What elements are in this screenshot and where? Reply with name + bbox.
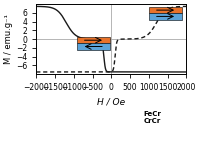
FancyBboxPatch shape — [77, 37, 110, 43]
Y-axis label: M / emu.g⁻¹: M / emu.g⁻¹ — [4, 14, 13, 64]
FancyBboxPatch shape — [77, 43, 110, 50]
FancyBboxPatch shape — [41, 112, 74, 118]
FancyBboxPatch shape — [136, 111, 169, 118]
FancyBboxPatch shape — [41, 118, 74, 124]
Text: FeCr: FeCr — [143, 111, 161, 117]
X-axis label: H / Oe: H / Oe — [97, 98, 125, 107]
FancyBboxPatch shape — [123, 77, 156, 83]
FancyBboxPatch shape — [149, 7, 182, 13]
Text: CrCr: CrCr — [144, 118, 161, 124]
FancyBboxPatch shape — [123, 83, 156, 90]
FancyBboxPatch shape — [136, 118, 169, 124]
FancyBboxPatch shape — [149, 13, 182, 19]
